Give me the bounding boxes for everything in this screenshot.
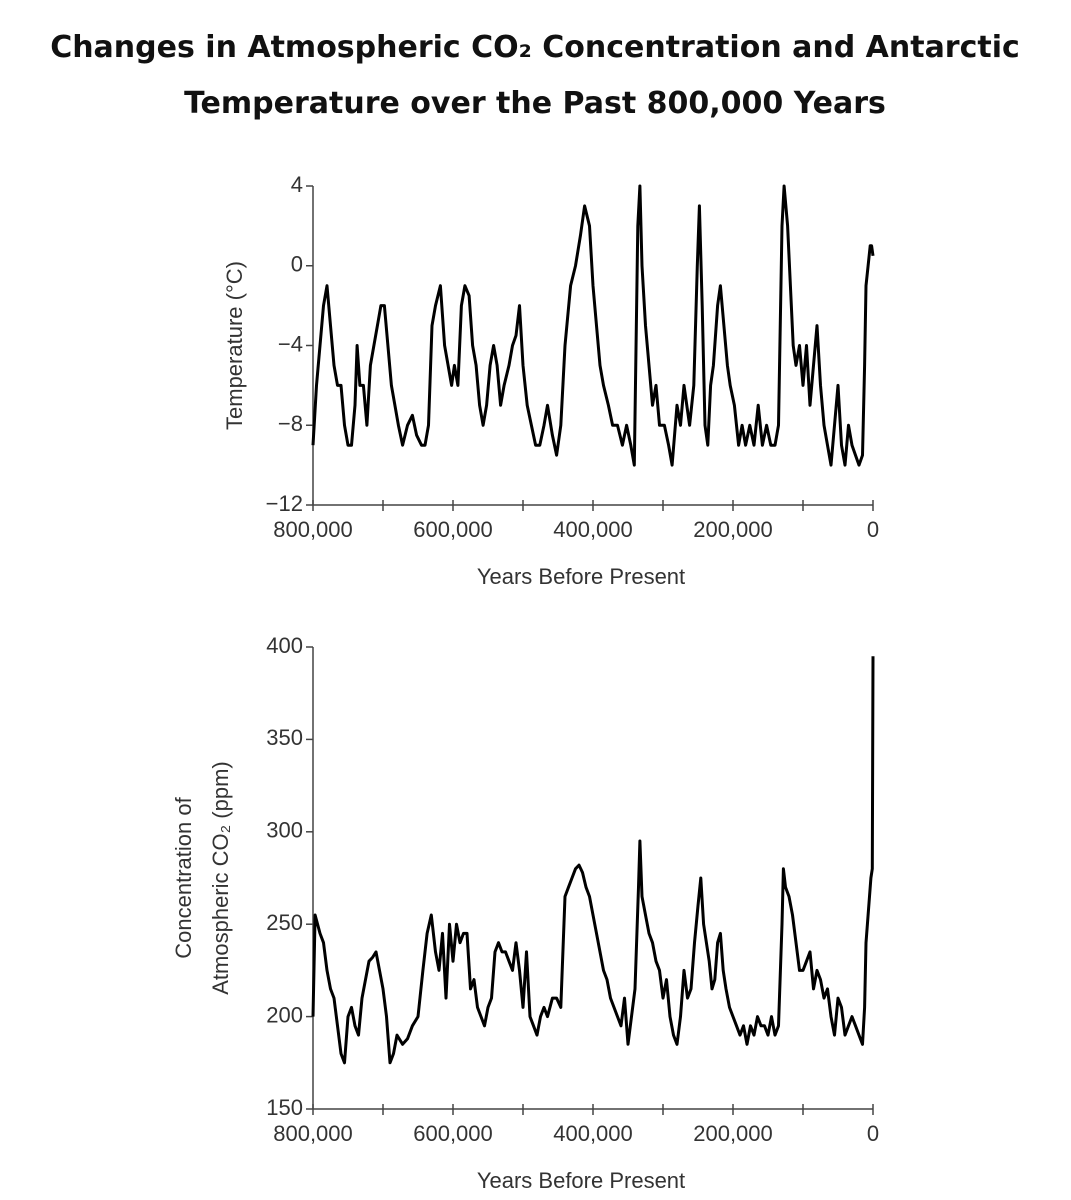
y-tick-label: 200	[266, 1002, 303, 1027]
y-axis-label: Atmospheric CO₂ (ppm)	[208, 761, 233, 994]
y-tick-label: 400	[266, 633, 303, 658]
y-tick-label: 4	[291, 172, 303, 197]
y-tick-label: −8	[278, 411, 303, 436]
y-tick-label: 250	[266, 910, 303, 935]
y-axis-label: Concentration of	[171, 796, 196, 958]
x-tick-label: 400,000	[553, 517, 633, 542]
x-tick-label: 200,000	[693, 1121, 773, 1146]
x-axis-label: Years Before Present	[477, 1168, 685, 1193]
data-line	[311, 656, 875, 1065]
x-tick-label: 200,000	[693, 517, 773, 542]
x-tick-label: 800,000	[273, 1121, 353, 1146]
x-tick-label: 600,000	[413, 517, 493, 542]
y-tick-label: 300	[266, 818, 303, 843]
y-tick-label: 150	[266, 1095, 303, 1120]
x-tick-label: 600,000	[413, 1121, 493, 1146]
y-tick-label: −12	[266, 491, 303, 516]
data-line	[311, 184, 875, 467]
x-tick-label: 0	[867, 517, 879, 542]
y-tick-label: 350	[266, 725, 303, 750]
y-tick-label: 0	[291, 252, 303, 277]
x-axis-label: Years Before Present	[477, 564, 685, 589]
x-tick-label: 0	[867, 1121, 879, 1146]
y-axis-label: Temperature (°C)	[222, 261, 247, 430]
x-tick-label: 800,000	[273, 517, 353, 542]
y-tick-label: −4	[278, 331, 303, 356]
page-title: Changes in Atmospheric CO₂ Concentration…	[50, 30, 1020, 121]
x-tick-label: 400,000	[553, 1121, 633, 1146]
